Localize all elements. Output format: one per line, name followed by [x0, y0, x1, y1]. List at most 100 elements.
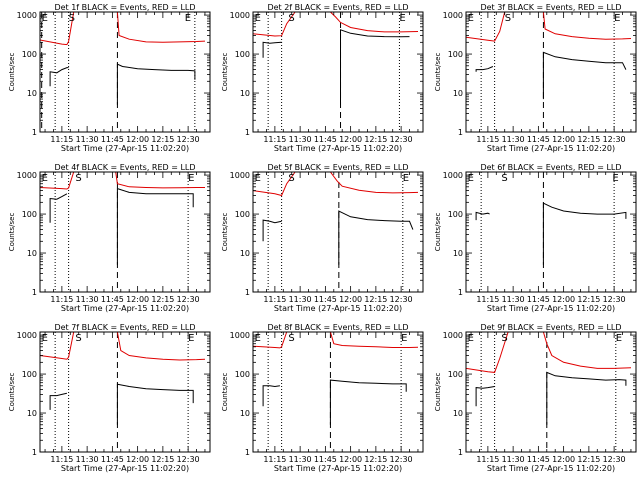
x-axis-label: Start Time (27-Apr-15 11:02:20) — [274, 144, 402, 153]
y-tick-label: 10 — [240, 409, 250, 418]
plot-frame — [252, 331, 424, 453]
series-line-events-1 — [49, 67, 69, 87]
y-tick-label: 1 — [32, 288, 37, 297]
x-tick-label: 11:30 — [502, 295, 525, 304]
y-tick-label: 1 — [245, 128, 250, 137]
event-marker-e2: E — [188, 333, 194, 344]
x-tick-label: 12:00 — [126, 455, 149, 464]
x-tick-label: 12:15 — [577, 295, 600, 304]
plot-frame — [39, 331, 211, 453]
chart-title: Det 8f BLACK = Events, RED = LLD — [267, 323, 408, 332]
series-line-lld-0 — [40, 172, 205, 190]
x-tick-label: 11:15 — [50, 135, 73, 144]
chart-title: Det 1f BLACK = Events, RED = LLD — [54, 3, 195, 12]
y-axis-label: Counts/sec — [8, 213, 16, 252]
y-tick-label: 1000 — [443, 171, 463, 180]
x-tick-label: 12:15 — [577, 455, 600, 464]
chart-title: Det 3f BLACK = Events, RED = LLD — [480, 3, 621, 12]
y-tick-label: 100 — [22, 370, 37, 379]
series-line-events-2 — [116, 383, 194, 425]
x-tick-label: 12:30 — [603, 135, 626, 144]
y-tick-label: 100 — [235, 50, 250, 59]
x-axis-label: Start Time (27-Apr-15 11:02:20) — [61, 464, 189, 473]
event-marker-e1: E — [42, 13, 48, 24]
series-line-events-1 — [542, 202, 627, 265]
series-line-events-2 — [329, 379, 407, 425]
y-tick-label: 1 — [458, 288, 463, 297]
x-tick-label: 11:15 — [476, 455, 499, 464]
x-tick-label: 11:30 — [502, 135, 525, 144]
y-tick-label: 100 — [448, 370, 463, 379]
y-tick-label: 1000 — [230, 11, 250, 20]
plot-frame — [252, 11, 424, 133]
y-tick-label: 1000 — [17, 11, 37, 20]
series-line-events-1 — [475, 66, 494, 72]
y-tick-label: 1000 — [230, 331, 250, 340]
series-line-events-2 — [116, 187, 194, 265]
x-tick-label: 11:15 — [50, 295, 73, 304]
y-axis-label: Counts/sec — [434, 53, 442, 92]
chart-title: Det 5f BLACK = Events, RED = LLD — [267, 163, 408, 172]
series-line-events-2 — [546, 371, 627, 425]
x-axis-label: Start Time (27-Apr-15 11:02:20) — [487, 304, 615, 313]
x-tick-label: 11:30 — [76, 295, 99, 304]
event-marker-e2: E — [185, 13, 191, 24]
y-axis-label: Counts/sec — [221, 213, 229, 252]
chart-title: Det 7f BLACK = Events, RED = LLD — [54, 323, 195, 332]
series-line-events-2 — [542, 51, 627, 100]
event-marker-e2: E — [616, 333, 622, 344]
x-tick-label: 11:15 — [263, 135, 286, 144]
event-marker-e2: E — [403, 173, 409, 184]
y-tick-label: 1000 — [17, 171, 37, 180]
event-marker-s: S — [288, 333, 294, 344]
event-marker-s: S — [501, 173, 507, 184]
x-tick-label: 11:45 — [314, 455, 337, 464]
series-line-lld-0 — [40, 332, 206, 361]
series-line-events-1 — [49, 392, 68, 410]
x-tick-label: 11:30 — [289, 295, 312, 304]
y-tick-label: 10 — [27, 89, 37, 98]
x-axis-label: Start Time (27-Apr-15 11:02:20) — [487, 144, 615, 153]
y-tick-label: 1 — [32, 448, 37, 457]
x-tick-label: 12:00 — [552, 135, 575, 144]
y-axis-label: Counts/sec — [221, 373, 229, 412]
series-line-events-1 — [262, 385, 280, 407]
x-tick-label: 12:00 — [552, 455, 575, 464]
y-tick-label: 100 — [235, 210, 250, 219]
y-tick-label: 10 — [240, 249, 250, 258]
x-tick-label: 12:30 — [603, 455, 626, 464]
chart-title: Det 4f BLACK = Events, RED = LLD — [54, 163, 195, 172]
event-marker-s: S — [288, 13, 294, 24]
event-marker-e2: E — [401, 333, 407, 344]
x-tick-label: 11:45 — [527, 455, 550, 464]
x-tick-label: 11:15 — [263, 295, 286, 304]
y-tick-label: 100 — [448, 50, 463, 59]
event-marker-s: S — [501, 333, 507, 344]
x-axis-label: Start Time (27-Apr-15 11:02:20) — [487, 464, 615, 473]
x-tick-label: 12:15 — [577, 135, 600, 144]
event-marker-s: S — [505, 13, 511, 24]
x-tick-label: 11:30 — [289, 455, 312, 464]
y-tick-label: 100 — [22, 50, 37, 59]
plot-frame — [465, 171, 637, 293]
series-line-events-0 — [475, 211, 490, 221]
x-tick-label: 11:45 — [101, 295, 124, 304]
x-tick-label: 11:45 — [527, 295, 550, 304]
event-marker-e2: E — [612, 173, 618, 184]
plot-frame — [39, 171, 211, 293]
y-tick-label: 10 — [453, 89, 463, 98]
y-axis-label: Counts/sec — [8, 53, 16, 92]
x-tick-label: 11:15 — [476, 135, 499, 144]
x-tick-label: 11:45 — [527, 135, 550, 144]
event-marker-e2: E — [614, 13, 620, 24]
x-tick-label: 12:30 — [177, 455, 200, 464]
x-tick-label: 12:30 — [390, 135, 413, 144]
event-marker-e1: E — [468, 13, 474, 24]
x-axis-label: Start Time (27-Apr-15 11:02:20) — [61, 304, 189, 313]
series-line-lld-0 — [253, 12, 419, 37]
